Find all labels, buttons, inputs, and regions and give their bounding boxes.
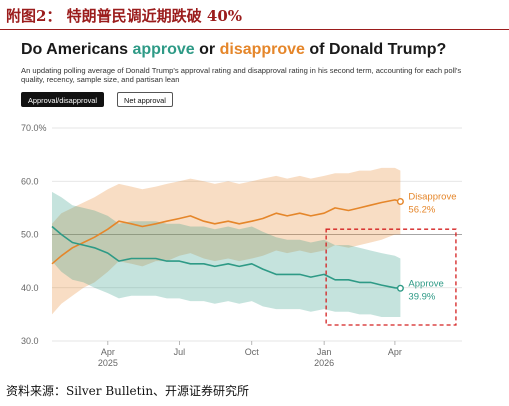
chart-subtitle: An updating polling average of Donald Tr…	[21, 66, 462, 85]
approval-disapproval-button[interactable]: Approval/disapproval	[21, 92, 105, 107]
x-tick-year: 2026	[314, 358, 334, 368]
title-disapprove: disapprove	[219, 41, 305, 58]
x-tick-label: Oct	[245, 347, 260, 357]
disapprove-end-point	[396, 197, 404, 205]
title-or: or	[194, 41, 220, 58]
disapprove-series-name: Disapprove	[408, 191, 456, 202]
figure-label: 附图2： 特朗普民调近期跌破 40%	[6, 7, 243, 25]
y-tick-label: 50.0	[21, 230, 39, 240]
approve-series-name: Approve	[408, 278, 443, 289]
y-tick-label: 40.0	[21, 283, 39, 293]
disapprove-band	[52, 167, 401, 315]
disapprove-line	[51, 199, 401, 265]
highlight-box	[325, 228, 457, 326]
title-prefix: Do Americans	[21, 41, 133, 58]
approve-line	[51, 225, 401, 290]
title-approve: approve	[132, 41, 195, 58]
x-tick-label: Apr	[101, 347, 115, 357]
y-tick-label: 60.0	[21, 176, 39, 186]
x-tick-year: 2025	[98, 358, 118, 368]
net-approval-button[interactable]: Net approval	[117, 92, 173, 107]
approve-end-value: 39.9%	[408, 291, 435, 302]
approve-band	[52, 191, 401, 317]
y-tick-label: 70.0%	[21, 123, 47, 133]
title-suffix: of Donald Trump?	[304, 41, 447, 58]
figure-header: 附图2： 特朗普民调近期跌破 40%	[0, 0, 509, 30]
x-tick-label: Jul	[174, 347, 186, 357]
chart-title: Do Americans approve or disapprove of Do…	[21, 41, 446, 59]
chart-card	[10, 35, 466, 373]
approve-end-point	[396, 284, 404, 292]
y-tick-label: 30.0	[21, 336, 39, 346]
source-footer: 资料来源：Silver Bulletin、开源证券研究所	[6, 384, 250, 398]
header-rule	[0, 29, 509, 30]
x-tick-label: Jan	[317, 347, 332, 357]
disapprove-end-value: 56.2%	[408, 204, 435, 215]
x-tick-label: Apr	[388, 347, 402, 357]
